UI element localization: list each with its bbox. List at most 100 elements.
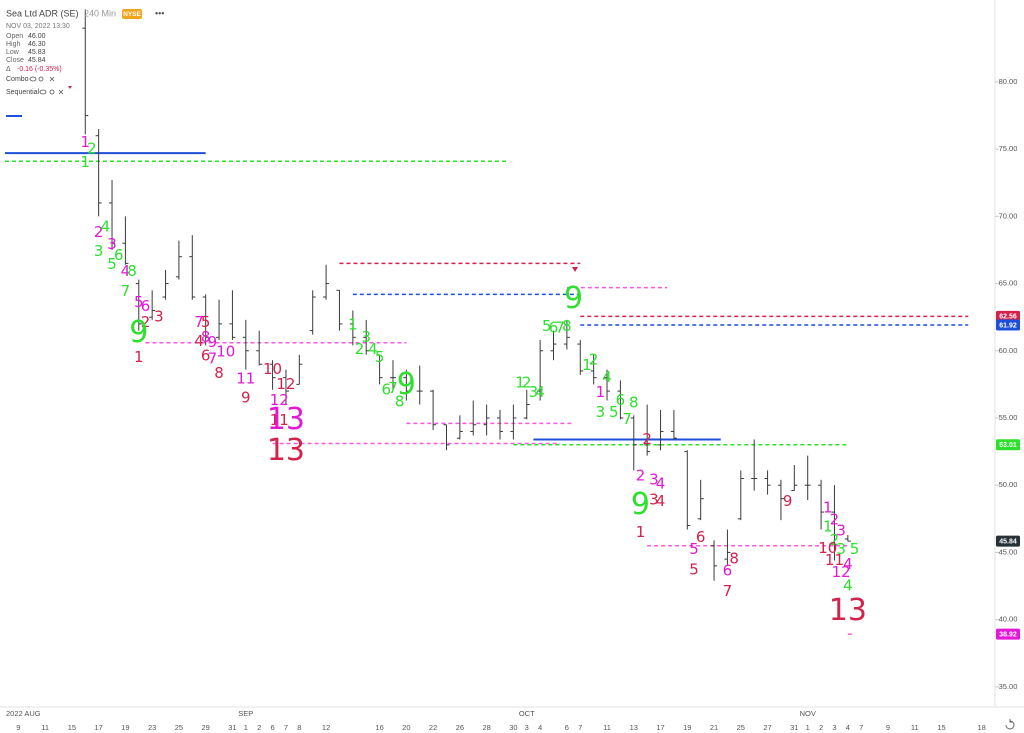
td-count: 3 (649, 470, 659, 488)
td-count: 5 (850, 540, 860, 558)
td-count: 4 (602, 368, 612, 386)
td-count: 9 (397, 367, 416, 402)
td-count: 12 (832, 563, 851, 581)
ohlc-label: Close (6, 57, 24, 64)
td-count: 7 (194, 313, 204, 331)
indicator-icons (29, 76, 64, 95)
x-tick-label: 25 (175, 723, 183, 732)
ohlc-label: Open (6, 33, 23, 40)
price-tag-label: 62.56 (999, 314, 1017, 321)
td-count: 4 (101, 218, 111, 236)
month-label: OCT (519, 709, 535, 718)
x-tick-label: 1 (806, 723, 810, 732)
price-tag (996, 310, 1020, 322)
x-tick-label: 17 (656, 723, 664, 732)
td-count: 7 (555, 318, 565, 336)
td-count: 3 (836, 521, 846, 539)
td-count: 2 (87, 140, 97, 158)
td-count: 6 (723, 562, 733, 580)
td-count: 10 (216, 343, 235, 361)
td-count: 6 (549, 318, 559, 336)
td-count: 8 (395, 392, 405, 410)
ohlc-label: Low (6, 49, 20, 56)
x-tick-label: 30 (509, 723, 517, 732)
indicator[interactable]: Sequential (6, 89, 40, 96)
td-count: 8 (729, 550, 739, 568)
td-count: 2 (522, 374, 532, 392)
x-tick-label: 28 (482, 723, 490, 732)
td-count: 1 (582, 356, 592, 374)
x-tick-label: 9 (886, 723, 890, 732)
td-count: 9 (208, 333, 218, 351)
price-tag-label: 45.84 (999, 538, 1017, 545)
td-count: 8 (201, 328, 211, 346)
td-count: 5 (689, 540, 699, 558)
td-count: 4 (656, 492, 666, 510)
x-tick-label: 26 (456, 723, 464, 732)
td-count: 2 (636, 466, 646, 484)
td-count: 4 (843, 555, 853, 573)
td-count: 6 (382, 380, 392, 398)
indicator[interactable]: Combo (6, 76, 29, 83)
td-count: 7 (723, 582, 733, 600)
change-label: Δ (6, 66, 11, 73)
exchange-badge (122, 9, 142, 19)
td-count: 13 (267, 433, 305, 468)
x-tick-label: 9 (16, 723, 20, 732)
td-count: 5 (134, 293, 144, 311)
x-tick-label: 11 (911, 723, 919, 732)
td-count: 6 (201, 347, 211, 365)
td-count: 2 (589, 351, 599, 369)
td-count: 5 (375, 348, 385, 366)
ohlc-label: High (6, 41, 21, 48)
td-count: 1 (515, 374, 525, 392)
td-count: 2 (141, 313, 151, 331)
x-tick-label: 25 (737, 723, 745, 732)
x-tick-label: 31 (228, 723, 236, 732)
td-count: 9 (564, 281, 583, 316)
y-tick-label: 45.00 (999, 547, 1018, 556)
x-tick-label: 3 (525, 723, 529, 732)
td-count: 3 (596, 403, 606, 421)
change: -0.16 (-0.35%) (17, 66, 62, 73)
td-count: 1 (823, 517, 833, 535)
price-tag-label: 61.92 (999, 322, 1017, 329)
x-tick-label: 27 (763, 723, 771, 732)
ohlc-value: 46.30 (28, 41, 46, 48)
x-tick-label: 2 (257, 723, 261, 732)
x-tick-label: 18 (977, 723, 985, 732)
x-tick-label: 8 (297, 723, 301, 732)
y-tick-label: 50.00 (999, 480, 1018, 489)
td-count: 9 (631, 487, 650, 522)
td-count: 4 (194, 332, 204, 350)
td-count: 11 (236, 370, 255, 388)
ohlc-value: 45.84 (28, 57, 46, 64)
reset-icon[interactable] (1005, 719, 1015, 730)
td-count: 1 (636, 523, 646, 541)
x-tick-label: 4 (846, 723, 850, 732)
y-tick-label: 40.00 (999, 615, 1018, 624)
x-tick-label: 17 (94, 723, 102, 732)
td-count: 7 (388, 379, 398, 397)
td-count: 3 (361, 328, 371, 346)
x-tick-label: 11 (41, 723, 49, 732)
td-count: 4 (368, 340, 378, 358)
menu[interactable]: ••• (155, 8, 164, 18)
ohlc-value: 46.00 (28, 33, 46, 40)
month-label: 2022 AUG (6, 709, 41, 718)
td-count: 7 (121, 282, 131, 300)
y-tick-label: 55.00 (999, 413, 1018, 422)
interval: 240 Min (84, 8, 116, 18)
td-count: 12 (270, 391, 289, 409)
td-count: 8 (629, 394, 639, 412)
x-tick-label: 15 (68, 723, 76, 732)
bar-date: NOV 03, 2022 13:30 (6, 23, 70, 30)
x-tick-label: 12 (322, 723, 330, 732)
x-tick-label: 11 (603, 723, 611, 732)
td-count: 7 (622, 410, 632, 428)
td-count: 10 (818, 539, 837, 557)
td-count: 4 (656, 474, 666, 492)
